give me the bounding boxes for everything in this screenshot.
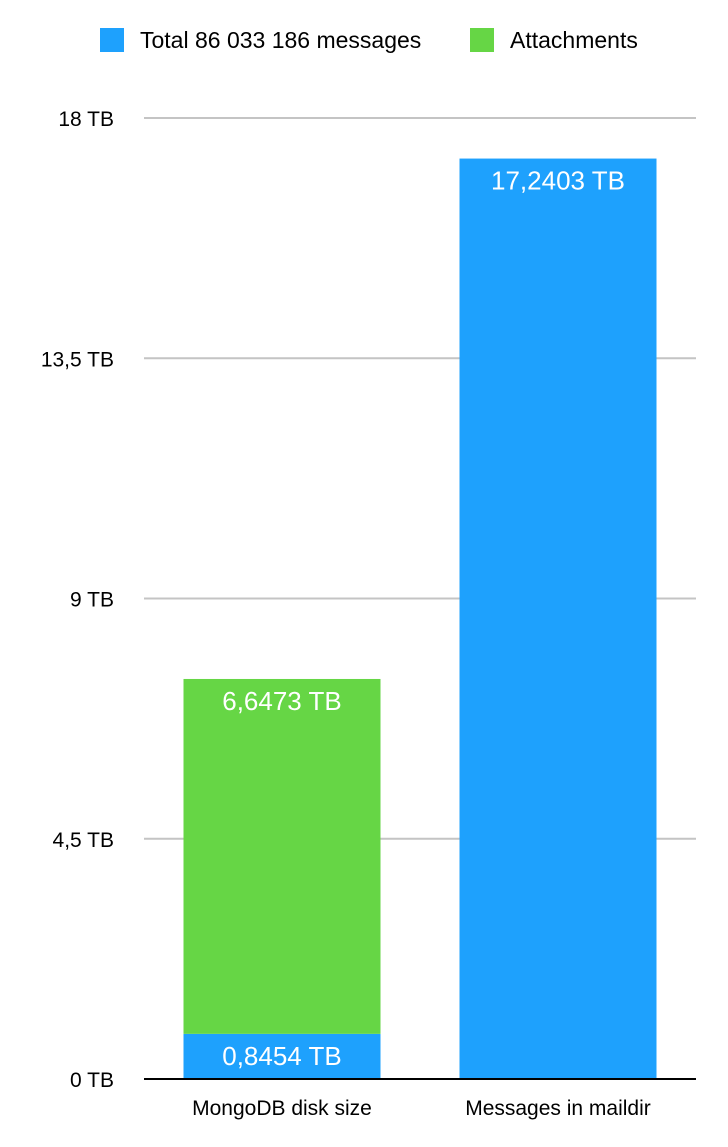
legend-swatch-attachments [470,28,494,52]
data-label-mongodb-disk-size-attachments: 6,6473 TB [222,686,342,716]
legend-swatch-total-86-033-186-messages [100,28,124,52]
bars: 0,8454 TB 6,6473 TB 17,2403 TB [183,158,657,1079]
y-axis: 0 TB 4,5 TB 9 TB 13,5 TB 18 TB [41,108,114,1092]
data-label-mongodb-disk-size-total-86-033-186-messages: 0,8454 TB [222,1041,342,1071]
y-tick-label-13-5-tb: 13,5 TB [41,348,114,371]
legend: Total 86 033 186 messages Attachments [100,27,638,53]
x-axis: MongoDB disk size Messages in maildir [144,1078,696,1120]
data-label-messages-in-maildir-total-86-033-186-messages: 17,2403 TB [491,166,625,196]
bar-mongodb-disk-size-attachments [183,678,381,1034]
bar-mongodb-disk-size-total-86-033-186-messages [183,1033,381,1079]
legend-label-attachments: Attachments [510,27,638,53]
x-tick-label-messages-in-maildir: Messages in maildir [465,1097,651,1120]
y-tick-label-9-tb: 9 TB [70,589,114,612]
y-tick-label-0-tb: 0 TB [70,1069,114,1092]
x-tick-label-mongodb-disk-size: MongoDB disk size [192,1097,372,1120]
bar-messages-in-maildir-total-86-033-186-messages [459,158,657,1079]
y-tick-label-4-5-tb: 4,5 TB [53,829,114,852]
y-tick-label-18-tb: 18 TB [58,108,114,131]
legend-label-total-86-033-186-messages: Total 86 033 186 messages [140,27,421,53]
